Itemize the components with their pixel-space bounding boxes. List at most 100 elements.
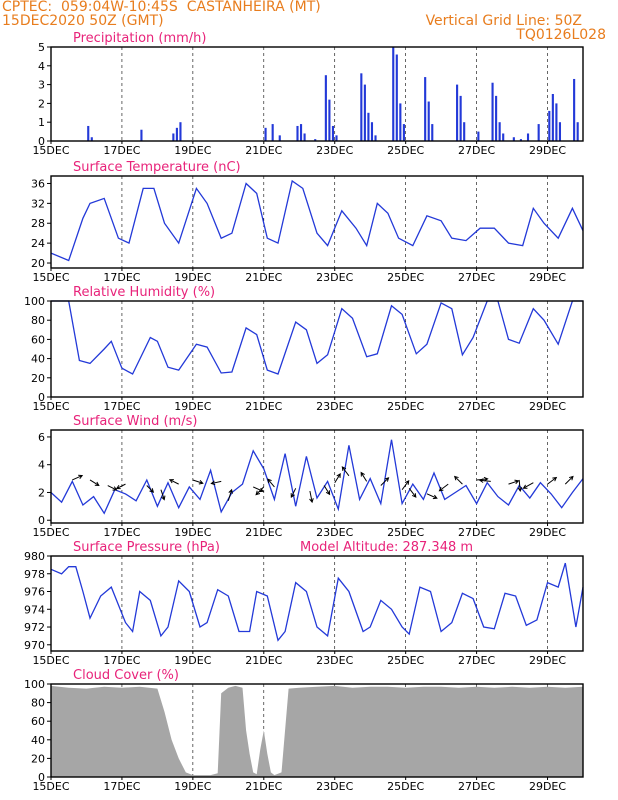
wind-vector: [227, 488, 233, 501]
cloud-panel: 0 20 40 60 80 100 15DEC 17DEC 19DEC 21DEC 23DEC 25D…: [24, 668, 584, 793]
rh-xtick-label: 19DEC: [174, 400, 211, 413]
wind-vector: [426, 493, 438, 500]
precip-bar: [427, 101, 430, 141]
precip-bar: [519, 139, 522, 141]
rh-title: Relative Humidity (%): [73, 285, 215, 300]
rh-xtick-label: 23DEC: [316, 400, 353, 413]
precip-bar: [459, 95, 462, 141]
precip-bar: [172, 133, 175, 141]
cloud-ytick-label: 80: [31, 697, 45, 710]
rh-line: [51, 300, 583, 375]
wind-vector: [255, 486, 265, 496]
rh-panel: 0 20 40 60 80 100 15DEC 17DEC 19DEC 21DEC 23DEC 25D…: [24, 285, 584, 413]
precip-bar: [548, 110, 551, 141]
wind-panel: 0 2 4 6 15DEC 17DEC 19DEC 21DEC 23DEC 25DEC 27DEC 2…: [32, 414, 584, 539]
wind-xtick-label: 25DEC: [387, 526, 424, 539]
precip-bar: [402, 124, 405, 141]
wind-vector: [267, 478, 275, 488]
precip-bar: [303, 133, 306, 141]
precip-xtick-label: 19DEC: [174, 144, 211, 157]
pressure-xtick-label: 15DEC: [32, 654, 69, 667]
temp-ytick-label: 28: [31, 217, 45, 230]
wind-vector: [401, 480, 410, 490]
header-grid-note: Vertical Grid Line: 50Z: [425, 13, 582, 29]
temp-xtick-label: 27DEC: [458, 271, 495, 284]
precip-bar: [558, 122, 562, 141]
wind-ytick-label: 2: [38, 486, 45, 499]
wind-xtick-label: 29DEC: [529, 526, 566, 539]
rh-ytick-label: 0: [38, 391, 45, 404]
header-station: CPTEC: 059:04W-10:45S CASTANHEIRA (MT): [2, 0, 321, 15]
wind-vector: [107, 485, 118, 491]
wind-ytick-label: 6: [38, 431, 45, 444]
precip-bar: [502, 133, 505, 141]
pressure-xtick-label: 21DEC: [245, 654, 282, 667]
cloud-ytick-label: 40: [31, 734, 45, 747]
precip-ytick-label: 0: [38, 135, 45, 148]
temp-xtick-label: 25DEC: [387, 271, 424, 284]
precip-bar: [392, 47, 395, 141]
precip-bar: [278, 135, 281, 141]
rh-ytick-label: 60: [31, 333, 45, 346]
precip-bar: [324, 75, 327, 141]
pressure-xtick-label: 29DEC: [529, 654, 566, 667]
temp-line: [50, 179, 584, 262]
precip-bar: [551, 94, 554, 141]
precip-title: Precipitation (mm/h): [73, 31, 206, 46]
precip-bar: [299, 124, 303, 141]
wind-line: [50, 439, 584, 515]
pressure-ytick-label: 976: [24, 586, 45, 599]
cloud-xtick-label: 23DEC: [316, 780, 353, 793]
pressure-xtick-label: 19DEC: [174, 654, 211, 667]
rh-xtick-label: 29DEC: [529, 400, 566, 413]
precip-bar: [526, 133, 530, 141]
cloud-title: Cloud Cover (%): [73, 668, 179, 683]
precip-bar: [314, 139, 317, 141]
temp-xtick-label: 23DEC: [316, 271, 353, 284]
pressure-ytick-label: 970: [24, 639, 45, 652]
precip-ytick-label: 5: [38, 41, 45, 54]
wind-vector: [89, 479, 100, 487]
rh-frame: [50, 300, 584, 398]
precip-bar: [431, 124, 434, 141]
wind-vector: [309, 490, 314, 504]
precip-bar: [175, 127, 178, 141]
temp-ytick-label: 36: [31, 177, 45, 190]
precip-xtick-label: 27DEC: [458, 144, 495, 157]
wind-vector: [517, 479, 523, 493]
precip-bar: [140, 129, 143, 141]
wind-vector: [334, 473, 341, 484]
precip-xtick-label: 29DEC: [529, 144, 566, 157]
precip-bar: [424, 77, 427, 141]
precip-bar: [399, 103, 402, 141]
pressure-frame: [50, 555, 584, 652]
cloud-ytick-label: 0: [38, 771, 45, 784]
wind-vector: [360, 471, 368, 482]
pressure-xtick-label: 27DEC: [458, 654, 495, 667]
precip-panel: 0 1 2 3 4 5 15DEC 17DEC 19DEC 21DEC 23DEC 25DEC 27DE…: [32, 31, 584, 157]
header-datetime: 15DEC2020 50Z (GMT): [2, 13, 164, 29]
precip-bar: [374, 135, 377, 141]
wind-vector: [438, 483, 449, 492]
rh-xtick-label: 25DEC: [387, 400, 424, 413]
cloud-xtick-label: 17DEC: [103, 780, 140, 793]
precip-bar: [179, 122, 182, 141]
precip-bar: [456, 84, 459, 141]
wind-vector: [210, 480, 222, 486]
pressure-annotation: Model Altitude: 287.348 m: [300, 540, 473, 555]
wind-vector: [478, 478, 491, 483]
wind-vector: [380, 477, 390, 486]
precip-ytick-label: 3: [38, 79, 45, 92]
pressure-xtick-label: 25DEC: [387, 654, 424, 667]
rh-xtick-label: 27DEC: [458, 400, 495, 413]
wind-ytick-label: 4: [38, 459, 45, 472]
precip-bar: [363, 84, 366, 141]
rh-xtick-label: 17DEC: [103, 400, 140, 413]
cloud-xtick-label: 25DEC: [387, 780, 424, 793]
precip-bar: [491, 82, 494, 141]
wind-vector: [168, 479, 179, 485]
precip-bar: [87, 125, 90, 141]
cloud-ytick-label: 20: [31, 752, 45, 765]
temp-ytick-label: 24: [31, 237, 45, 250]
